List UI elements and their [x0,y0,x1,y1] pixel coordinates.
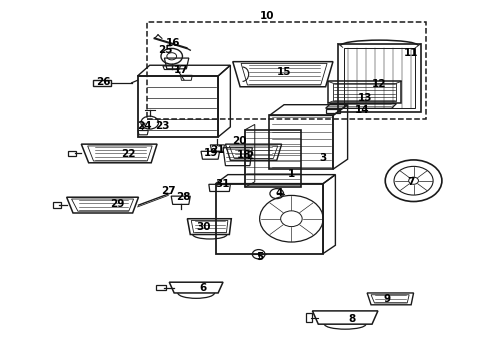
Text: 12: 12 [372,79,387,89]
Text: 26: 26 [96,77,111,87]
Text: 21: 21 [210,145,224,155]
Text: 3: 3 [319,153,327,163]
Text: 5: 5 [256,252,263,262]
Text: 16: 16 [166,38,180,48]
Text: 29: 29 [110,199,124,210]
Text: 22: 22 [122,149,136,159]
Text: 13: 13 [358,93,372,103]
Text: 9: 9 [383,294,390,304]
Text: 8: 8 [349,314,356,324]
Text: 23: 23 [155,121,169,131]
Text: 1: 1 [288,168,295,179]
Text: 27: 27 [162,186,176,197]
Text: 24: 24 [138,121,152,131]
Text: 7: 7 [408,177,415,187]
Text: 4: 4 [275,188,283,198]
Text: 28: 28 [176,192,191,202]
Text: 14: 14 [355,105,369,116]
Text: 6: 6 [200,283,207,293]
Text: 15: 15 [277,67,292,77]
Text: 11: 11 [404,48,418,58]
Text: 18: 18 [237,150,251,160]
Text: 30: 30 [196,222,211,232]
Text: 17: 17 [174,64,189,75]
Text: 20: 20 [232,136,246,146]
Text: 31: 31 [216,179,230,189]
Text: 2: 2 [246,150,253,161]
Text: 10: 10 [260,12,274,22]
Text: 19: 19 [204,148,218,158]
Text: 25: 25 [159,45,173,55]
